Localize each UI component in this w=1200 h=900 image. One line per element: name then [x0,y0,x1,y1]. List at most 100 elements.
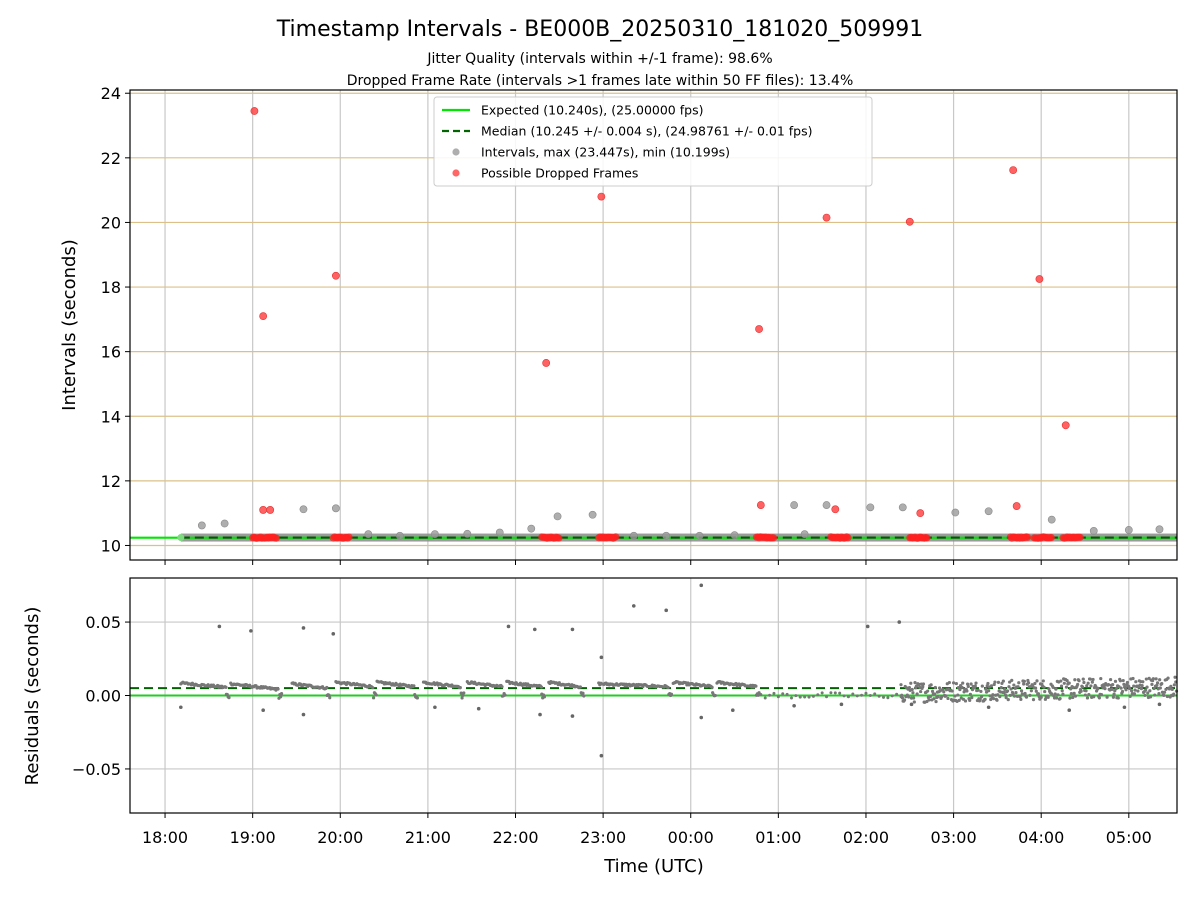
residual-point [1022,682,1026,686]
residual-point [1054,687,1058,691]
residual-point [1132,692,1137,696]
dropped-frame-point [822,213,831,222]
residual-point [776,695,780,699]
residual-point [970,696,974,700]
residual-point [999,685,1003,690]
residual-point [913,681,917,685]
dropped-frame-point [542,359,551,367]
dropped-frame-point [1012,502,1021,510]
residual-point [926,689,930,693]
residual-point [503,693,507,697]
y-tick-label: 18 [101,278,121,297]
residual-point [1144,677,1148,681]
residual-point [957,698,961,702]
residual-point [1028,693,1032,697]
residual-point [542,695,547,699]
residual-point [965,689,969,693]
residual-point [947,680,951,685]
residual-point [886,696,890,700]
residual-point [374,693,378,697]
residual-point [1139,687,1144,691]
legend-label: Intervals, max (23.447s), min (10.199s) [481,145,730,160]
residual-outlier-point [570,714,575,718]
residual-point [1088,677,1092,681]
residual-point [1148,695,1153,699]
interval-point [822,501,831,509]
residual-point [984,687,988,691]
residual-point [1033,686,1038,690]
interval-point [431,530,439,539]
interval-point [1047,515,1056,524]
residual-outlier-point [865,624,870,629]
residual-point [1041,679,1045,683]
residual-point [1160,681,1164,686]
residual-point [1105,695,1109,699]
residual-point [968,692,973,696]
residual-point [1085,684,1089,688]
interval-point [364,530,373,539]
dropped-frame-point [1076,533,1084,541]
residual-point [1019,689,1024,693]
residual-point [327,693,331,697]
residual-point [1083,693,1087,697]
residual-point [1059,679,1063,683]
residual-point [899,683,903,687]
residual-point [1026,681,1031,685]
interval-point [800,530,809,539]
residual-outlier-point [476,706,481,711]
residual-point [1099,676,1103,681]
x-tick-label: 02:00 [843,828,889,847]
dropped-frame-point [923,534,931,542]
residual-point [1067,681,1071,685]
residual-point [976,688,980,692]
residual-point [860,693,864,697]
residual-point [713,693,717,698]
residual-point [1003,693,1008,697]
residual-point [1103,687,1107,691]
residual-outlier-point [599,655,604,660]
residual-point [276,687,280,691]
residual-point [983,697,987,701]
residual-point [1113,679,1118,683]
interval-point [898,503,907,512]
residual-point [1119,686,1123,690]
residual-point [461,693,465,697]
residual-point [1005,689,1010,693]
residual-point [1023,691,1027,696]
interval-point [331,504,340,513]
residual-outlier-point [986,705,991,710]
residual-point [1158,686,1162,690]
residual-point [1035,679,1039,683]
residual-point [279,692,284,696]
dropped-frame-point [272,534,280,542]
residual-point [1096,686,1100,690]
residual-point [1086,681,1090,685]
residual-point [1166,676,1170,680]
residual-outlier-point [538,712,542,717]
residual-point [1014,691,1018,695]
residual-outlier-point [1157,702,1162,707]
chart-subtitle-dropped: Dropped Frame Rate (intervals >1 frames … [347,73,854,89]
residual-point [961,681,965,685]
residual-point [912,700,916,704]
residual-point [864,691,868,695]
residual-point [1158,678,1162,682]
residual-point [995,698,999,702]
residual-point [798,695,802,699]
residual-outlier-point [599,753,604,758]
residual-point [873,692,877,696]
x-axis-label: Time (UTC) [603,856,704,877]
residual-point [921,682,926,686]
residual-point [820,691,824,695]
dropped-frame-point [1061,421,1070,430]
x-tick-label: 03:00 [931,828,977,847]
residual-point [1097,696,1101,700]
residual-point [1085,696,1090,700]
interval-point [527,524,536,533]
interval-point [1089,527,1098,535]
residual-point [500,685,504,689]
residual-point [1076,682,1080,687]
residual-point [950,689,954,693]
residual-point [1131,676,1135,681]
residual-point [1110,687,1114,691]
